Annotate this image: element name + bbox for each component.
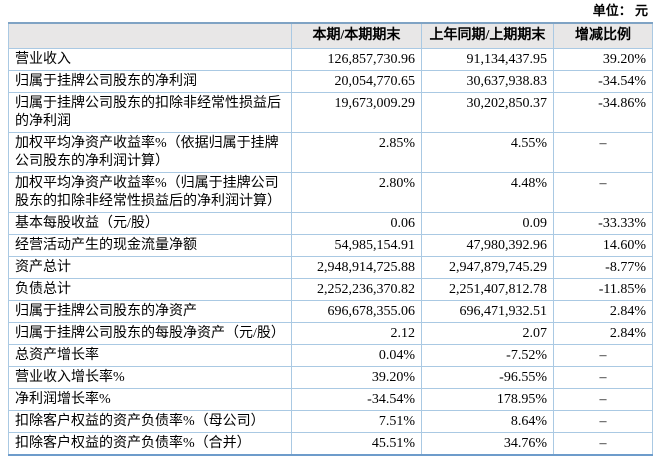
current-period-value: 2.12: [291, 322, 422, 345]
metric-label: 负债总计: [8, 278, 292, 301]
change-ratio-value: 2.84%: [553, 322, 653, 345]
change-ratio-value: -33.33%: [553, 212, 653, 235]
table-row: 归属于挂牌公司股东的净利润 20,054,770.65 30,637,938.8…: [8, 70, 653, 93]
table-row: 加权平均净资产收益率%（归属于挂牌公司股东的扣除非经常性损益后的净利润计算） 2…: [8, 172, 653, 213]
header-change-ratio: 增减比例: [553, 22, 653, 49]
current-period-value: 54,985,154.91: [291, 234, 422, 257]
current-period-value: 0.06: [291, 212, 422, 235]
header-current-period: 本期/本期期末: [291, 22, 422, 49]
change-ratio-value: –: [553, 132, 653, 173]
prior-period-value: 696,471,932.51: [421, 300, 554, 323]
unit-label: 单位： 元: [592, 3, 648, 18]
table-header-row: 本期/本期期末 上年同期/上期期末 增减比例: [8, 22, 653, 49]
prior-period-value: 2,251,407,812.78: [421, 278, 554, 301]
current-period-value: 126,857,730.96: [291, 48, 422, 71]
table-row: 营业收入增长率% 39.20% -96.55% –: [8, 366, 653, 389]
metric-label: 营业收入增长率%: [8, 366, 292, 389]
metric-label: 归属于挂牌公司股东的净资产: [8, 300, 292, 323]
change-ratio-value: –: [553, 410, 653, 433]
current-period-value: 45.51%: [291, 432, 422, 456]
change-ratio-value: -11.85%: [553, 278, 653, 301]
prior-period-value: 2,947,879,745.29: [421, 256, 554, 279]
table-row: 归属于挂牌公司股东的扣除非经常性损益后的净利润 19,673,009.29 30…: [8, 92, 653, 133]
change-ratio-value: –: [553, 366, 653, 389]
prior-period-value: 8.64%: [421, 410, 554, 433]
metric-label: 加权平均净资产收益率%（依据归属于挂牌公司股东的净利润计算）: [8, 132, 292, 173]
table-row: 经营活动产生的现金流量净额 54,985,154.91 47,980,392.9…: [8, 234, 653, 257]
table-row: 净利润增长率% -34.54% 178.95% –: [8, 388, 653, 411]
prior-period-value: 4.55%: [421, 132, 554, 173]
current-period-value: 2,252,236,370.82: [291, 278, 422, 301]
table-row: 归属于挂牌公司股东的净资产 696,678,355.06 696,471,932…: [8, 300, 653, 323]
prior-period-value: 47,980,392.96: [421, 234, 554, 257]
metric-label: 总资产增长率: [8, 344, 292, 367]
current-period-value: 2,948,914,725.88: [291, 256, 422, 279]
prior-period-value: 4.48%: [421, 172, 554, 213]
table-row: 营业收入 126,857,730.96 91,134,437.95 39.20%: [8, 48, 653, 71]
change-ratio-value: –: [553, 432, 653, 456]
current-period-value: 696,678,355.06: [291, 300, 422, 323]
metric-label: 归属于挂牌公司股东的每股净资产（元/股）: [8, 322, 292, 345]
change-ratio-value: 2.84%: [553, 300, 653, 323]
table-row: 归属于挂牌公司股东的每股净资产（元/股） 2.12 2.07 2.84%: [8, 322, 653, 345]
metric-label: 资产总计: [8, 256, 292, 279]
prior-period-value: 178.95%: [421, 388, 554, 411]
prior-period-value: -96.55%: [421, 366, 554, 389]
change-ratio-value: -34.86%: [553, 92, 653, 133]
change-ratio-value: -8.77%: [553, 256, 653, 279]
change-ratio-value: -34.54%: [553, 70, 653, 93]
metric-label: 扣除客户权益的资产负债率%（母公司）: [8, 410, 292, 433]
metric-label: 归属于挂牌公司股东的扣除非经常性损益后的净利润: [8, 92, 292, 133]
header-metric-empty: [8, 22, 292, 49]
change-ratio-value: –: [553, 388, 653, 411]
prior-period-value: 30,637,938.83: [421, 70, 554, 93]
metric-label: 净利润增长率%: [8, 388, 292, 411]
change-ratio-value: 14.60%: [553, 234, 653, 257]
change-ratio-value: –: [553, 172, 653, 213]
table-row: 扣除客户权益的资产负债率%（合并） 45.51% 34.76% –: [8, 432, 653, 456]
table-body: 营业收入 126,857,730.96 91,134,437.95 39.20%…: [8, 48, 653, 456]
metric-label: 加权平均净资产收益率%（归属于挂牌公司股东的扣除非经常性损益后的净利润计算）: [8, 172, 292, 213]
table-row: 总资产增长率 0.04% -7.52% –: [8, 344, 653, 367]
metric-label: 基本每股收益（元/股）: [8, 212, 292, 235]
metric-label: 扣除客户权益的资产负债率%（合并）: [8, 432, 292, 456]
table-row: 资产总计 2,948,914,725.88 2,947,879,745.29 -…: [8, 256, 653, 279]
change-ratio-value: 39.20%: [553, 48, 653, 71]
metric-label: 经营活动产生的现金流量净额: [8, 234, 292, 257]
current-period-value: 2.80%: [291, 172, 422, 213]
header-prior-period: 上年同期/上期期末: [421, 22, 554, 49]
current-period-value: 7.51%: [291, 410, 422, 433]
metric-label: 营业收入: [8, 48, 292, 71]
change-ratio-value: –: [553, 344, 653, 367]
prior-period-value: 30,202,850.37: [421, 92, 554, 133]
current-period-value: 39.20%: [291, 366, 422, 389]
current-period-value: 2.85%: [291, 132, 422, 173]
current-period-value: 20,054,770.65: [291, 70, 422, 93]
table-row: 负债总计 2,252,236,370.82 2,251,407,812.78 -…: [8, 278, 653, 301]
prior-period-value: 91,134,437.95: [421, 48, 554, 71]
prior-period-value: -7.52%: [421, 344, 554, 367]
current-period-value: 0.04%: [291, 344, 422, 367]
financial-metrics-table: 本期/本期期末 上年同期/上期期末 增减比例 营业收入 126,857,730.…: [8, 22, 653, 456]
current-period-value: 19,673,009.29: [291, 92, 422, 133]
prior-period-value: 2.07: [421, 322, 554, 345]
prior-period-value: 34.76%: [421, 432, 554, 456]
prior-period-value: 0.09: [421, 212, 554, 235]
current-period-value: -34.54%: [291, 388, 422, 411]
table-row: 加权平均净资产收益率%（依据归属于挂牌公司股东的净利润计算） 2.85% 4.5…: [8, 132, 653, 173]
table-row: 扣除客户权益的资产负债率%（母公司） 7.51% 8.64% –: [8, 410, 653, 433]
table-row: 基本每股收益（元/股） 0.06 0.09 -33.33%: [8, 212, 653, 235]
metric-label: 归属于挂牌公司股东的净利润: [8, 70, 292, 93]
